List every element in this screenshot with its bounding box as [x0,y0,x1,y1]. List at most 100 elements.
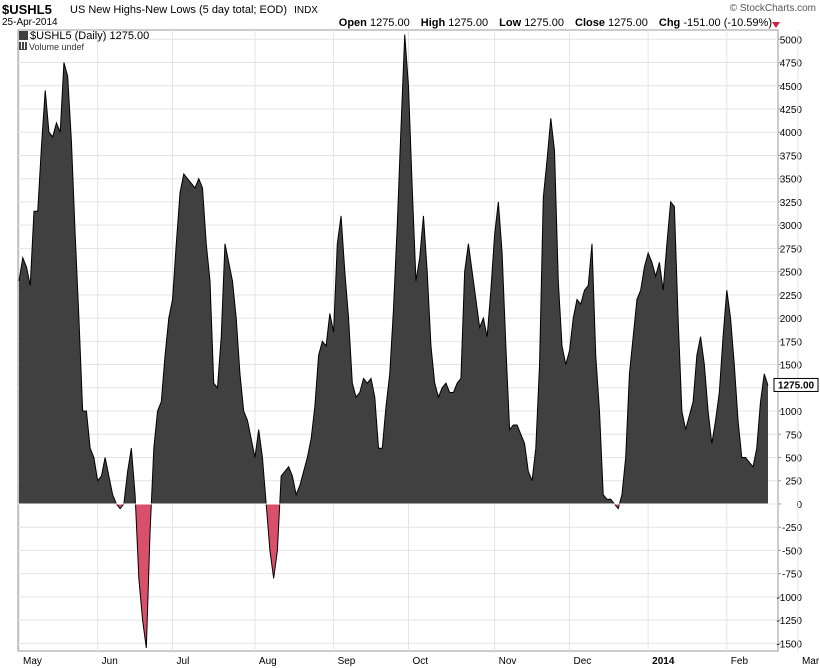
data-point [606,499,607,500]
data-point [131,448,132,449]
series-description: US New Highs-New Lows (5 day total; EOD) [70,4,288,16]
data-point [370,378,371,379]
data-point [97,480,98,481]
data-point [63,62,64,63]
x-tick-label: Dec [574,656,592,667]
data-point [299,485,300,486]
data-point [457,383,458,384]
data-point [644,266,645,267]
brand-logo[interactable]: © StockCharts.com [729,3,816,14]
data-point [389,373,390,374]
x-tick-label: Nov [499,656,517,667]
data-point [415,280,416,281]
data-point [52,136,53,137]
data-point [636,299,637,300]
exchange: INDX [294,5,318,16]
data-point [449,392,450,393]
data-point [153,448,154,449]
x-tick-label: 2014 [652,656,675,667]
area-positive [19,34,768,504]
data-point [45,90,46,91]
data-point [378,448,379,449]
data-point [487,336,488,337]
data-point [513,424,514,425]
data-point [382,448,383,449]
chg-value: -151.00 (-10.59%) [683,17,772,29]
legend-volume: Volume undef [19,42,84,52]
data-point [678,317,679,318]
x-tick-label: Sep [338,656,356,667]
x-tick-label: Feb [731,656,749,667]
down-arrow-icon [772,22,780,28]
data-point [355,396,356,397]
data-point [569,350,570,351]
x-tick-label: Jul [177,656,190,667]
data-point [550,118,551,119]
data-point [479,327,480,328]
data-point [524,443,525,444]
data-point [715,420,716,421]
data-point [120,508,121,509]
y-tick-label: 1750 [780,337,803,348]
data-point [105,457,106,458]
data-point [206,243,207,244]
data-point [655,276,656,277]
symbol[interactable]: $USHL5 [2,2,52,17]
data-point [194,187,195,188]
data-point [704,364,705,365]
data-point [681,410,682,411]
data-point [344,271,345,272]
data-point [719,392,720,393]
data-point [531,480,532,481]
data-point [161,401,162,402]
data-point [707,410,708,411]
data-point [82,410,83,411]
data-point [22,257,23,258]
data-point [213,383,214,384]
data-point [172,299,173,300]
data-point [659,262,660,263]
data-point [502,252,503,253]
data-point [352,383,353,384]
data-point [543,197,544,198]
data-point [591,243,592,244]
chart-subheader: 25-Apr-2014 Open 1275.00 High 1275.00 Lo… [0,17,820,29]
low-value: 1275.00 [524,17,564,29]
data-point [138,578,139,579]
y-tick-label: -1000 [776,593,802,604]
data-point [277,550,278,551]
data-point [284,471,285,472]
data-point [434,383,435,384]
data-point [535,448,536,449]
legend-volume-label: Volume undef [29,42,85,52]
data-point [348,317,349,318]
open-value: 1275.00 [369,17,410,29]
data-point [494,234,495,235]
data-point [460,378,461,379]
data-point [726,290,727,291]
y-tick-label: 3750 [780,151,803,162]
data-point [187,178,188,179]
data-point [573,317,574,318]
data-point [191,183,192,184]
data-point [179,192,180,193]
data-point [640,290,641,291]
data-point [78,317,79,318]
data-point [539,364,540,365]
data-point [685,429,686,430]
data-point [749,462,750,463]
data-point [625,457,626,458]
data-point [374,396,375,397]
y-tick-label: 3250 [780,198,803,209]
data-point [30,285,31,286]
data-point [633,336,634,337]
chart-date: 25-Apr-2014 [2,17,58,28]
data-point [580,304,581,305]
data-point [445,383,446,384]
quote-summary: Open 1275.00 High 1275.00 Low 1275.00 Cl… [331,17,772,29]
data-point [756,448,757,449]
chart-description: US New Highs-New Lows (5 day total; EOD)… [70,4,318,16]
y-tick-label: -1250 [776,616,802,627]
data-point [464,271,465,272]
